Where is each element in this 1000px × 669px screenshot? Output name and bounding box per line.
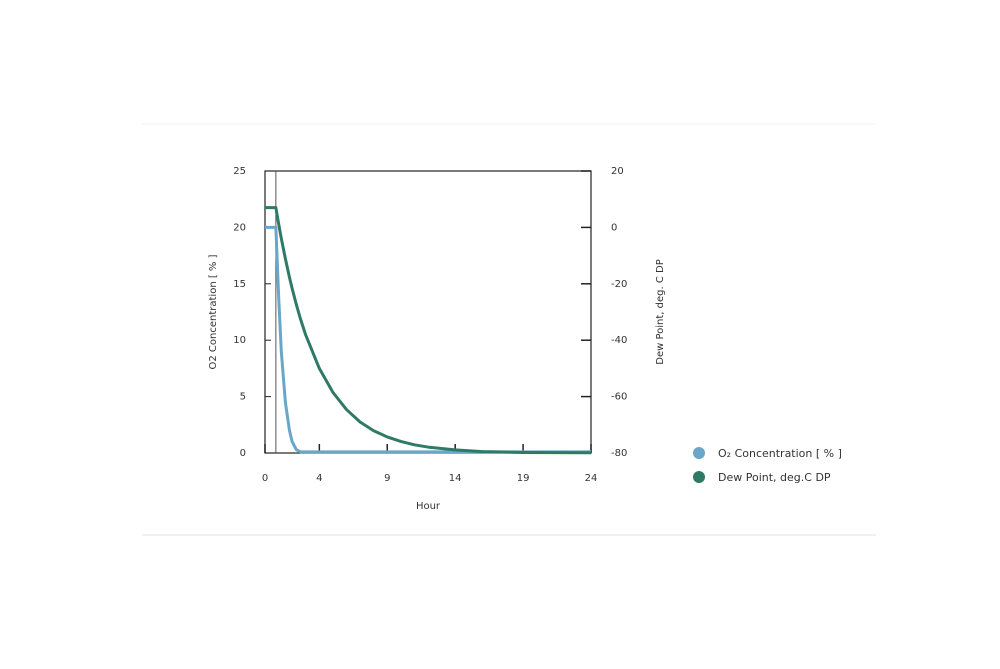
y2-tick-label: -60 <box>611 392 627 403</box>
y2-tick-label: -40 <box>611 335 627 346</box>
x-tick-label: 0 <box>262 473 268 484</box>
y2-tick-label: 0 <box>611 222 617 233</box>
y2-tick-label: 20 <box>611 166 624 177</box>
y-tick-label: 25 <box>233 166 246 177</box>
legend-label: Dew Point, deg.C DP <box>718 471 831 484</box>
x-axis-title: Hour <box>416 501 441 512</box>
y-axis-title: O2 Concentration [ % ] <box>208 254 219 369</box>
y2-tick-label: -80 <box>611 448 627 459</box>
y-tick-label: 5 <box>240 392 246 403</box>
legend-marker <box>693 471 705 483</box>
plot-frame <box>264 170 592 454</box>
y2-tick-label: -20 <box>611 279 627 290</box>
y-tick-label: 0 <box>240 448 246 459</box>
series-line <box>265 206 592 455</box>
y2-axis-title: Dew Point, deg. C DP <box>655 259 666 365</box>
x-tick-label: 24 <box>585 473 598 484</box>
y-tick-label: 20 <box>233 222 246 233</box>
y-tick-label: 10 <box>233 335 246 346</box>
x-tick-label: 19 <box>517 473 530 484</box>
legend-marker <box>693 447 705 459</box>
series-line <box>265 225 591 454</box>
x-tick-label: 9 <box>384 473 390 484</box>
legend-label: O₂ Concentration [ % ] <box>718 447 842 460</box>
y-tick-label: 15 <box>233 279 246 290</box>
x-tick-label: 14 <box>449 473 462 484</box>
x-tick-label: 4 <box>316 473 322 484</box>
